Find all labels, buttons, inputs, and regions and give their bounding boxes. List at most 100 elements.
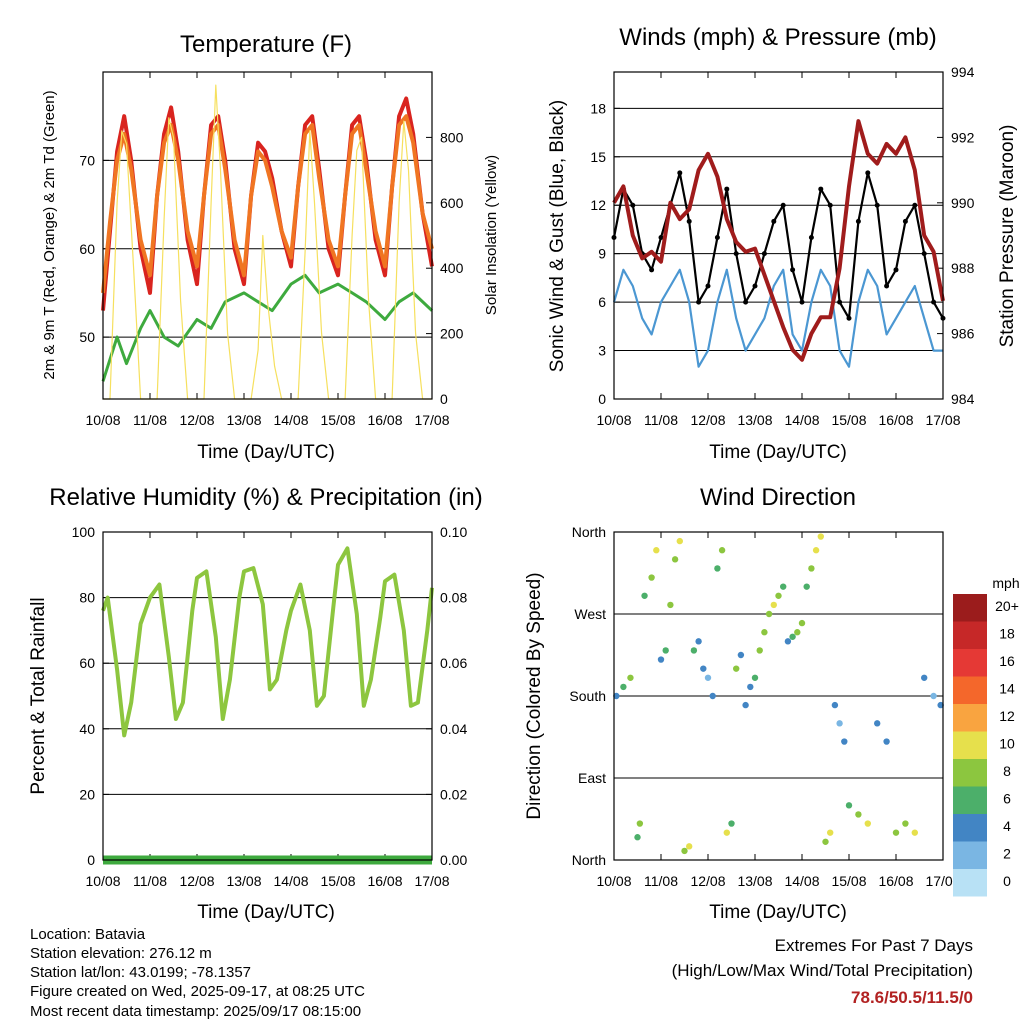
y-axis-label: Sonic Wind & Gust (Blue, Black)	[547, 100, 568, 372]
location-text: Location: Batavia	[30, 926, 146, 943]
direction-point	[709, 692, 716, 700]
gust-point	[818, 186, 824, 192]
direction-point	[718, 547, 726, 554]
direction-point	[704, 674, 712, 681]
y-right-tick-label: 984	[951, 391, 975, 407]
direction-point	[657, 656, 665, 663]
y-right-tick-label: 986	[951, 326, 975, 342]
colorbar-label: 0	[1003, 873, 1011, 889]
gust-point	[855, 218, 861, 224]
direction-point	[812, 547, 820, 554]
direction-point	[831, 701, 839, 709]
y-tick-label: 60	[79, 655, 95, 671]
y-tick-label: 100	[72, 524, 96, 540]
colorbar-swatch	[953, 731, 987, 759]
gust-point	[696, 299, 702, 305]
y-tick-label: West	[574, 606, 606, 622]
y-tick-label: East	[578, 770, 606, 786]
direction-point	[714, 565, 721, 572]
direction-point	[911, 829, 918, 836]
x-tick-label: 13/08	[226, 873, 261, 889]
gust-point	[761, 251, 767, 257]
colorbar-swatch	[953, 814, 987, 842]
direction-point	[822, 838, 829, 845]
plot-frame	[102, 531, 433, 861]
direction-point	[827, 829, 834, 836]
y-right-tick-label: 988	[951, 260, 975, 276]
direction-point	[845, 802, 853, 809]
wind-direction-panel: Wind Direction Time (Day/UTC) Direction …	[524, 484, 1020, 923]
y-right-tick-label: 0.02	[440, 786, 467, 802]
direction-point	[620, 683, 627, 691]
direction-point	[686, 843, 693, 850]
gust-point	[630, 202, 636, 208]
x-tick-label: 14/08	[273, 873, 308, 889]
colorbar-label: 20+	[995, 598, 1019, 614]
x-tick-label: 14/08	[784, 412, 819, 428]
created-text: Figure created on Wed, 2025-09-17, at 08…	[30, 983, 365, 1000]
winds-pressure-panel: Winds (mph) & Pressure (mb) Time (Day/UT…	[547, 24, 1018, 463]
direction-point	[937, 701, 944, 709]
gust-point	[865, 170, 871, 176]
gust-point	[827, 202, 833, 208]
extremes-title: Extremes For Past 7 Days	[775, 936, 973, 955]
direction-point	[864, 820, 871, 827]
series-line-station-pressure	[612, 119, 945, 362]
direction-point	[794, 629, 801, 636]
x-tick-label: 13/08	[737, 412, 772, 428]
gust-point	[752, 283, 758, 289]
gust-point	[705, 283, 711, 289]
direction-point	[681, 847, 688, 855]
recent-data-text: Most recent data timestamp: 2025/09/17 0…	[30, 1003, 361, 1020]
y-tick-label: 40	[79, 721, 95, 737]
y-tick-label: 9	[598, 246, 606, 262]
colorbar-swatch	[953, 594, 987, 622]
gust-point	[658, 235, 664, 241]
x-tick-label: 17/08	[414, 412, 449, 428]
gust-point	[931, 299, 937, 305]
x-tick-label: 16/08	[367, 873, 402, 889]
direction-point	[874, 720, 881, 727]
humidity-panel: Relative Humidity (%) & Precipitation (i…	[28, 484, 483, 923]
x-tick-label: 14/08	[784, 873, 819, 889]
direction-point	[798, 619, 806, 627]
gust-point	[780, 202, 786, 208]
gust-point	[837, 299, 843, 305]
colorbar-swatch	[953, 759, 987, 787]
colorbar-label: 18	[999, 626, 1015, 642]
direction-point	[803, 583, 810, 590]
chart-title: Relative Humidity (%) & Precipitation (i…	[49, 484, 482, 511]
temperature-panel: Temperature (F) Time (Day/UTC) 2m & 9m T…	[41, 31, 500, 463]
direction-point	[700, 665, 707, 672]
direction-point	[690, 647, 698, 654]
gust-point	[902, 218, 908, 224]
direction-point	[648, 574, 655, 581]
y-tick-label: 60	[79, 241, 95, 257]
y-right-tick-label: 800	[440, 129, 464, 145]
colorbar-swatch	[953, 704, 987, 732]
gust-point	[921, 251, 927, 257]
direction-point	[627, 674, 634, 681]
y-tick-label: 0	[598, 391, 606, 407]
direction-point	[747, 683, 754, 691]
gust-point	[677, 170, 683, 176]
y-axis-label: Direction (Colored By Speed)	[524, 572, 545, 819]
direction-point	[756, 647, 763, 654]
direction-point	[921, 674, 928, 681]
gust-point	[733, 251, 739, 257]
y-right-tick-label: 0.00	[440, 852, 467, 868]
direction-point	[653, 547, 660, 554]
x-tick-label: 15/08	[320, 873, 355, 889]
y-right-tick-label: 0.06	[440, 655, 467, 671]
series-line-2m-t	[101, 96, 434, 311]
x-tick-label: 10/08	[85, 412, 120, 428]
x-tick-label: 17/08	[925, 412, 960, 428]
direction-point	[676, 537, 683, 545]
y-tick-label: 3	[598, 343, 606, 359]
x-tick-label: 17/08	[925, 873, 960, 889]
y-right-tick-label: 0.04	[440, 721, 467, 737]
y-tick-label: North	[572, 524, 606, 540]
colorbar-label: 2	[1003, 846, 1011, 862]
y-tick-label: 18	[590, 100, 606, 116]
